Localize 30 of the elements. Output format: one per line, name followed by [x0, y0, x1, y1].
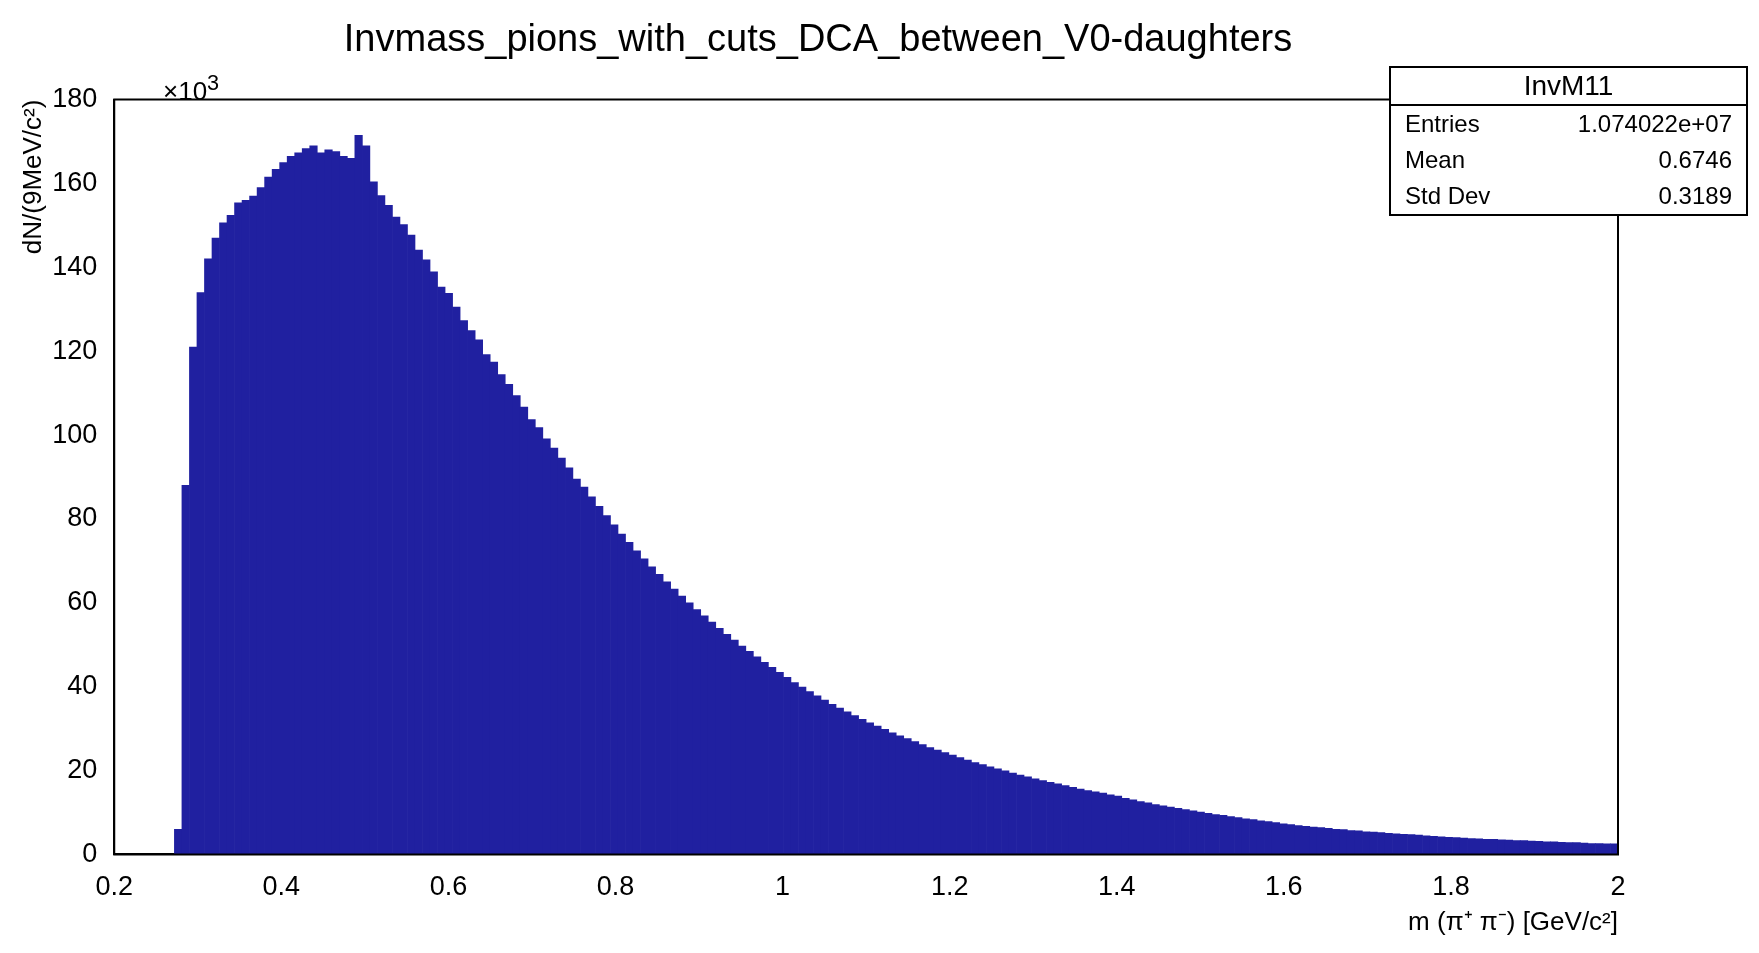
y-tick-label: 20 — [67, 753, 98, 784]
x-tick-label: 1.4 — [1097, 871, 1136, 902]
x-tick-label: 2 — [1610, 871, 1626, 902]
x-axis-title: m (π⁺ π⁻) [GeV/c²] — [1408, 905, 1618, 936]
x-tick-label: 0.6 — [429, 871, 468, 902]
y-tick-label: 0 — [82, 837, 98, 868]
y-axis-title: dN/(9MeV/c²) — [16, 99, 47, 255]
annotation: 1.074022e+07 — [1577, 110, 1732, 138]
y-tick-label: 120 — [52, 334, 98, 365]
annotation: Mean — [1405, 146, 1466, 174]
y-tick-label: 80 — [67, 502, 98, 533]
x-tick-label: 1.2 — [930, 871, 969, 902]
x-tick-label: 1.8 — [1432, 871, 1470, 902]
text: 0.6746 — [1658, 146, 1732, 174]
x-tick-label: 0.8 — [596, 871, 635, 902]
y-tick-label: 140 — [52, 250, 98, 281]
x-tick-label: 1 — [775, 871, 791, 902]
annotation: Entries — [1405, 110, 1480, 138]
x-tick-label: 1.6 — [1265, 871, 1303, 902]
text: 0.3189 — [1658, 182, 1732, 210]
x-tick-label: 0.4 — [262, 871, 301, 902]
y-tick-label: 100 — [52, 418, 98, 449]
x-tick-label: 0.2 — [95, 871, 134, 902]
y-tick-label: 160 — [52, 166, 98, 197]
y-tick-label: 60 — [67, 586, 98, 617]
annotation: InvM11 — [1391, 68, 1746, 106]
chart-title: Invmass_pions_with_cuts_DCA_between_V0-daughters — [343, 17, 1293, 60]
y-tick-label: 40 — [67, 670, 98, 701]
y-tick-label: 180 — [52, 83, 98, 114]
annotation: Std Dev — [1405, 182, 1491, 210]
